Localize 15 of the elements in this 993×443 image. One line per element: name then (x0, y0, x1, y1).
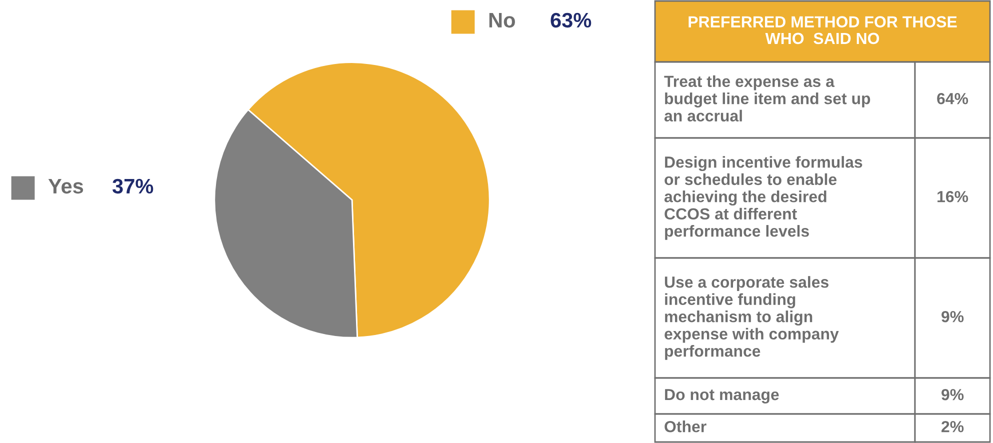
legend-label: Yes (48, 179, 84, 194)
data-label: 2% (942, 420, 964, 432)
data-label: 9% (942, 310, 964, 322)
category-label: Design incentive formulas or schedules to enable achieving the desired CCOS at different performance levels (664, 156, 862, 240)
text: PREFERRED METHOD FOR THOSE WHO SAID NO (688, 16, 957, 44)
category-label: Treat the expense as a budget line item and set up an accrual (664, 75, 870, 122)
category-label: Use a corporate sales incentive funding mechanism to align expense with company performance (664, 276, 839, 360)
data-label: 9% (942, 388, 964, 400)
data-label: 64% (937, 92, 968, 104)
category-label: Do not manage (665, 389, 779, 404)
legend-label: No (489, 13, 515, 28)
data-label: 37% (112, 178, 154, 194)
category-label: Other (664, 420, 706, 432)
data-label: 63% (550, 12, 592, 28)
data-label: 16% (938, 190, 968, 202)
